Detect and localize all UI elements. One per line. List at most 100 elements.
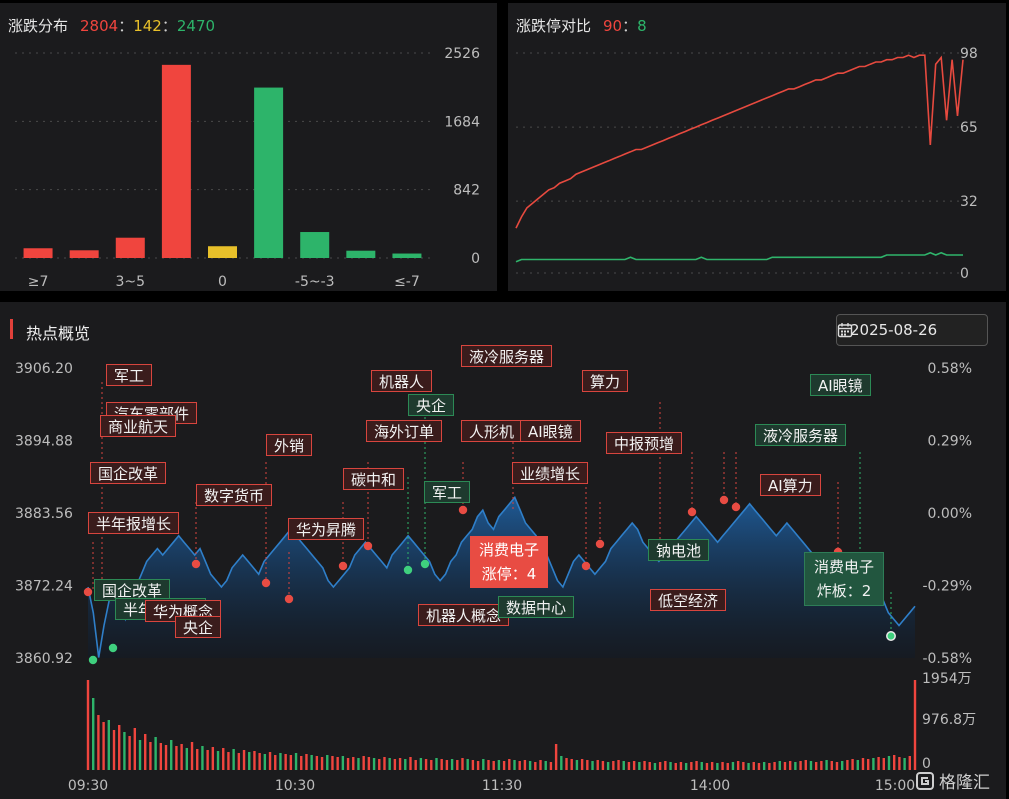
volume-bar xyxy=(128,736,131,770)
topic-tag-yeleng2[interactable]: 液冷服务器 xyxy=(755,424,847,446)
topic-tag-junggong-top[interactable]: 军工 xyxy=(106,364,153,386)
calendar-icon[interactable] xyxy=(837,322,853,338)
topic-tag-ai-yj2[interactable]: AI眼镜 xyxy=(810,374,871,396)
topic-tag-renxing[interactable]: 人形机 xyxy=(461,420,523,442)
topic-tag-suanli[interactable]: 算力 xyxy=(582,370,629,392)
volume-bar xyxy=(315,756,319,770)
gelonghui-logo-icon xyxy=(916,771,934,790)
event-dot xyxy=(719,495,729,505)
pct-tick-label: 0.29% xyxy=(928,434,972,450)
topic-tag-nadian[interactable]: 钠电池 xyxy=(648,539,710,561)
volume-bar xyxy=(118,725,121,770)
topic-tag-huawei-sh[interactable]: 华为昇腾 xyxy=(288,518,365,540)
topic-tag-jiqiren-gn[interactable]: 机器人概念 xyxy=(418,604,510,626)
callout-limit-broken[interactable]: 消费电子 炸板：2 xyxy=(804,552,885,606)
volume-bar xyxy=(502,761,506,770)
volume-bar xyxy=(112,730,116,770)
volume-bar xyxy=(383,757,386,770)
separator: ： xyxy=(622,17,638,35)
volume-bar xyxy=(695,761,698,770)
bar xyxy=(115,237,145,258)
volume-bar xyxy=(336,757,339,770)
volume-bar xyxy=(440,759,443,770)
volume-bar xyxy=(123,732,126,770)
topic-tag-yeji[interactable]: 业绩增长 xyxy=(512,462,589,484)
volume-bar xyxy=(788,761,792,770)
volume-bar xyxy=(107,720,111,770)
topic-tag-tanzhonghe[interactable]: 碳中和 xyxy=(343,468,405,490)
volume-bar xyxy=(851,759,854,770)
price-tick-label: 3906.20 xyxy=(15,361,73,377)
volume-bar xyxy=(133,728,137,770)
volume-bar xyxy=(185,748,189,770)
volume-bar xyxy=(669,762,672,770)
volume-bar xyxy=(92,698,95,770)
volume-bar xyxy=(570,759,573,770)
volume-bar xyxy=(757,763,761,770)
pct-tick-label: -0.58% xyxy=(922,651,972,667)
volume-bar xyxy=(279,753,282,770)
bar xyxy=(300,232,330,258)
up-count: 2804 xyxy=(80,17,119,35)
hot-title: 热点概览 xyxy=(26,324,91,343)
callout-down-line2: 炸板：2 xyxy=(816,582,872,600)
limit-chart: 98 65 32 0 xyxy=(515,46,978,282)
topic-tag-yangqi-top[interactable]: 央企 xyxy=(408,394,455,416)
volume-bar xyxy=(518,761,521,770)
topic-tag-guoqi2[interactable]: 国企改革 xyxy=(94,579,171,601)
topic-tag-ai-sl[interactable]: AI算力 xyxy=(760,474,821,496)
volume-bar xyxy=(268,752,272,770)
volume-bar xyxy=(86,680,90,770)
date-picker[interactable]: 2025-08-26 xyxy=(836,314,988,346)
topic-tag-yeleng1[interactable]: 液冷服务器 xyxy=(461,345,553,367)
volume-bar xyxy=(445,760,449,770)
time-tick-label: 15:00 xyxy=(875,778,915,794)
topic-tag-jiqiren[interactable]: 机器人 xyxy=(371,370,433,392)
volume-bar xyxy=(357,758,360,770)
topic-tag-junggong-mid[interactable]: 军工 xyxy=(424,481,471,503)
x-tick-label: -5~-3 xyxy=(295,274,335,290)
callout-up-line2: 涨停：4 xyxy=(481,565,537,583)
topic-tag-shuzi[interactable]: 数字货币 xyxy=(196,484,273,506)
event-dot xyxy=(191,559,201,569)
volume-bar xyxy=(747,763,750,770)
callout-limit-up[interactable]: 消费电子 涨停：4 xyxy=(470,536,549,588)
volume-bar xyxy=(102,722,105,770)
topic-tag-waixiao[interactable]: 外销 xyxy=(266,434,313,456)
volume-bar xyxy=(908,756,911,770)
topic-tag-bannian1[interactable]: 半年报增长 xyxy=(88,512,180,534)
volume-bar xyxy=(783,762,787,770)
volume-bar xyxy=(305,754,308,770)
topic-tag-shuju[interactable]: 数据中心 xyxy=(498,596,575,618)
topic-tag-shangye[interactable]: 商业航天 xyxy=(100,415,177,437)
volume-bar xyxy=(409,757,412,770)
topic-tag-zhongbao[interactable]: 中报预增 xyxy=(606,432,683,454)
pct-tick-label: -0.29% xyxy=(922,579,972,595)
distribution-panel: 涨跌分布 2804：142：2470 2526 1684 842 0 ≥7 3~5 0 -5~-… xyxy=(0,3,497,291)
volume-bar xyxy=(372,758,376,770)
volume-bar xyxy=(523,760,527,770)
volume-bar xyxy=(466,759,469,770)
topic-tag-yangqi-bot[interactable]: 央企 xyxy=(175,616,222,638)
volume-bar xyxy=(513,760,516,770)
hot-panel: 热点概览 2025-08-26 3906.20 0.58% 3894.88 0.29%… xyxy=(0,302,1006,799)
volume-bar xyxy=(549,762,553,770)
volume-bar xyxy=(596,760,599,770)
volume-bar xyxy=(856,760,859,770)
topic-tag-ai-yj1[interactable]: AI眼镜 xyxy=(520,420,581,442)
volume-bar xyxy=(154,737,157,770)
topic-tag-haiwai[interactable]: 海外订单 xyxy=(366,420,443,442)
volume-bar xyxy=(700,762,703,770)
down-count: 2470 xyxy=(176,17,216,35)
x-tick-label: 0 xyxy=(218,274,227,290)
topic-tag-dikong[interactable]: 低空经济 xyxy=(650,589,727,611)
x-tick-label: ≥7 xyxy=(28,274,49,290)
y-tick-label: 0 xyxy=(960,266,969,282)
topic-tag-guoqi1[interactable]: 国企改革 xyxy=(90,462,167,484)
time-tick-label: 09:30 xyxy=(68,778,108,794)
volume-bar xyxy=(591,761,594,770)
separator: ： xyxy=(118,17,134,35)
volume-bar xyxy=(622,761,625,770)
volume-bar xyxy=(352,757,355,770)
title-accent-bar xyxy=(10,319,13,339)
